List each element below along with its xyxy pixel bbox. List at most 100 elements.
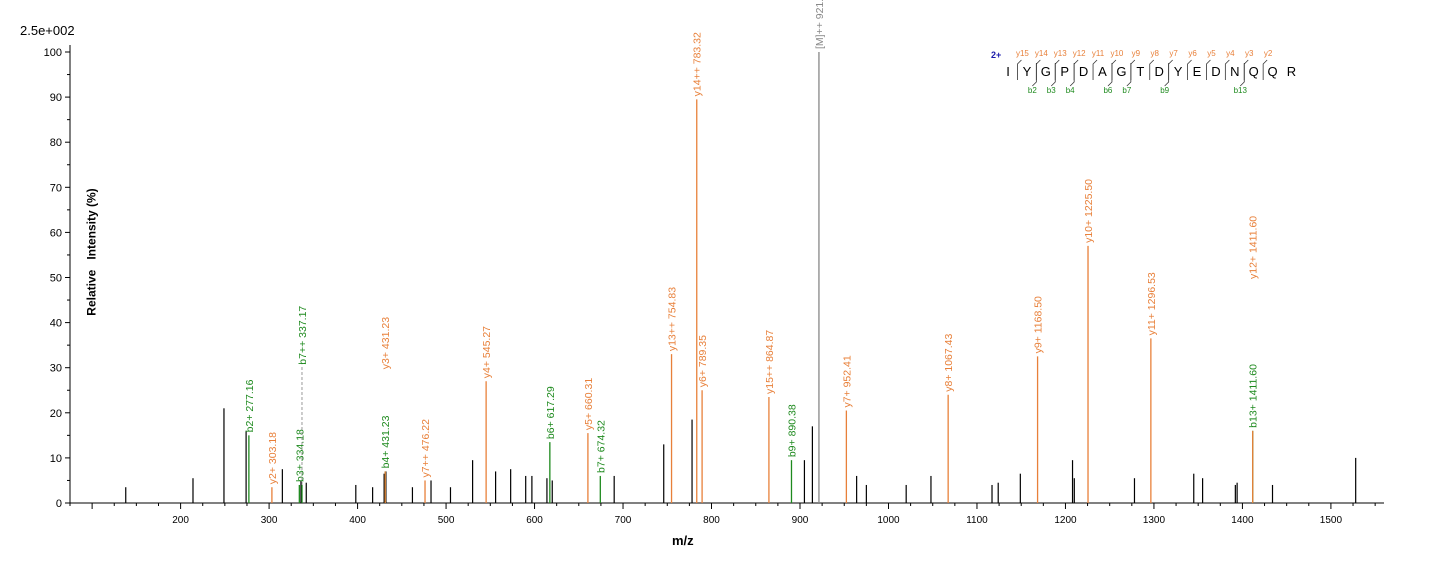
y-tick-label: 0 [56, 498, 62, 510]
peak-label: b9+ 890.38 [786, 404, 798, 457]
sequence-residue: A [1098, 64, 1107, 79]
y-ion-bracket [1262, 59, 1268, 80]
b-ion-label: b13 [1234, 86, 1248, 95]
sequence-residue: T [1136, 64, 1144, 79]
x-tick-label: 1400 [1231, 515, 1254, 526]
b-ion-bracket [1107, 63, 1113, 87]
x-tick-label: 600 [526, 515, 543, 526]
y-ion-bracket [1224, 59, 1230, 80]
y-ion-label: y8 [1151, 49, 1160, 58]
sequence-residue: G [1116, 64, 1126, 79]
y-ion-bracket [1130, 59, 1136, 80]
peak-label: b4+ 431.23 [380, 415, 392, 468]
peak-label: y11+ 1296.53 [1146, 272, 1158, 335]
b-ion-label: b9 [1160, 86, 1169, 95]
sequence-residue: D [1211, 64, 1220, 79]
y-axis-label: Relative Intensity (%) [84, 188, 99, 316]
peak-label: y7+ 952.41 [841, 355, 853, 407]
peak-label: b7++ 337.17 [297, 306, 309, 365]
peak-label: b13+ 1411.60 [1248, 364, 1260, 428]
sequence-residue: Q [1268, 64, 1278, 79]
y-ion-bracket [1168, 59, 1173, 80]
y-tick-label: 90 [50, 92, 62, 104]
peak-label: b6+ 617.29 [545, 386, 557, 439]
y-ion-bracket [1149, 59, 1155, 80]
peak-label: y15++ 864.87 [764, 330, 776, 394]
peak-label: y14++ 783.32 [692, 32, 704, 96]
sequence-residue: Y [1023, 64, 1032, 79]
y-ion-bracket [1092, 59, 1098, 80]
y-ion-label: y7 [1169, 49, 1178, 58]
peak-label: y12+ 1411.60 [1248, 216, 1260, 279]
peak-label: b3+ 334.18 [294, 429, 306, 482]
peak-label: b2+ 277.16 [244, 379, 256, 432]
x-tick-label: 700 [615, 515, 632, 526]
x-tick-label: 1300 [1143, 515, 1166, 526]
sequence-residue: G [1041, 64, 1051, 79]
y-ion-label: y15 [1016, 49, 1029, 58]
b-ion-label: b6 [1103, 86, 1112, 95]
y-tick-label: 60 [50, 227, 62, 239]
peak-label: y9+ 1168.50 [1033, 296, 1045, 353]
peak-label: y8+ 1067.43 [943, 334, 955, 392]
y-ion-label: y13 [1054, 49, 1067, 58]
y-tick-label: 30 [50, 363, 62, 375]
x-tick-label: 400 [349, 515, 366, 526]
peak-label: y13++ 754.83 [667, 287, 679, 351]
sequence-residue: Q [1249, 64, 1259, 79]
sequence-residue: R [1287, 64, 1296, 79]
sequence-residue: P [1060, 64, 1069, 79]
peak-label: y10+ 1225.50 [1083, 179, 1095, 243]
x-tick-label: 1100 [966, 515, 988, 526]
b-ion-bracket [1239, 63, 1245, 87]
peak-label: y5+ 660.31 [583, 378, 595, 430]
y-tick-label: 70 [50, 182, 62, 194]
sequence-residue: D [1079, 64, 1088, 79]
y-ion-label: y9 [1132, 49, 1141, 58]
peak-label: [M]++ 921.41 [814, 0, 826, 49]
x-tick-label: 200 [172, 515, 189, 526]
intensity-scale-label: 2.5e+002 [20, 23, 75, 38]
y-ion-bracket [1017, 59, 1022, 80]
peak-label: y6+ 789.35 [697, 335, 709, 387]
y-ion-bracket [1073, 59, 1079, 80]
y-ion-label: y2 [1264, 49, 1273, 58]
b-ion-bracket [1032, 63, 1037, 87]
b-ion-label: b3 [1047, 86, 1056, 95]
y-ion-label: y14 [1035, 49, 1048, 58]
x-tick-label: 500 [438, 515, 455, 526]
x-tick-label: 800 [703, 515, 720, 526]
y-ion-label: y3 [1245, 49, 1254, 58]
y-ion-bracket [1187, 59, 1192, 80]
sequence-residue: I [1006, 64, 1010, 79]
x-tick-label: 300 [261, 515, 278, 526]
x-tick-label: 900 [792, 515, 809, 526]
sequence-residue: Y [1174, 64, 1183, 79]
peak-label: y2+ 303.18 [267, 432, 279, 484]
b-ion-bracket [1126, 63, 1132, 87]
x-tick-label: 1000 [877, 515, 900, 526]
y-ion-label: y4 [1226, 49, 1235, 58]
y-ion-bracket [1206, 59, 1211, 80]
sequence-residue: E [1193, 64, 1202, 79]
y-tick-label: 10 [50, 453, 62, 465]
sequence-residue: D [1155, 64, 1164, 79]
y-tick-label: 100 [44, 47, 62, 59]
peak-label: b7+ 674.32 [595, 420, 607, 473]
charge-label: 2+ [991, 50, 1001, 60]
y-ion-label: y12 [1073, 49, 1086, 58]
y-tick-label: 80 [50, 137, 62, 149]
y-ion-label: y10 [1110, 49, 1123, 58]
y-ion-label: y5 [1207, 49, 1216, 58]
b-ion-label: b7 [1122, 86, 1131, 95]
b-ion-bracket [1069, 63, 1075, 87]
b-ion-bracket [1164, 63, 1170, 87]
y-ion-label: y11 [1092, 49, 1105, 58]
y-tick-label: 40 [50, 318, 62, 330]
x-tick-label: 1200 [1054, 515, 1077, 526]
x-tick-label: 1500 [1320, 515, 1343, 526]
x-axis-label: m/z [672, 533, 694, 548]
b-ion-label: b2 [1028, 86, 1037, 95]
peak-label: y3+ 431.23 [380, 317, 392, 369]
